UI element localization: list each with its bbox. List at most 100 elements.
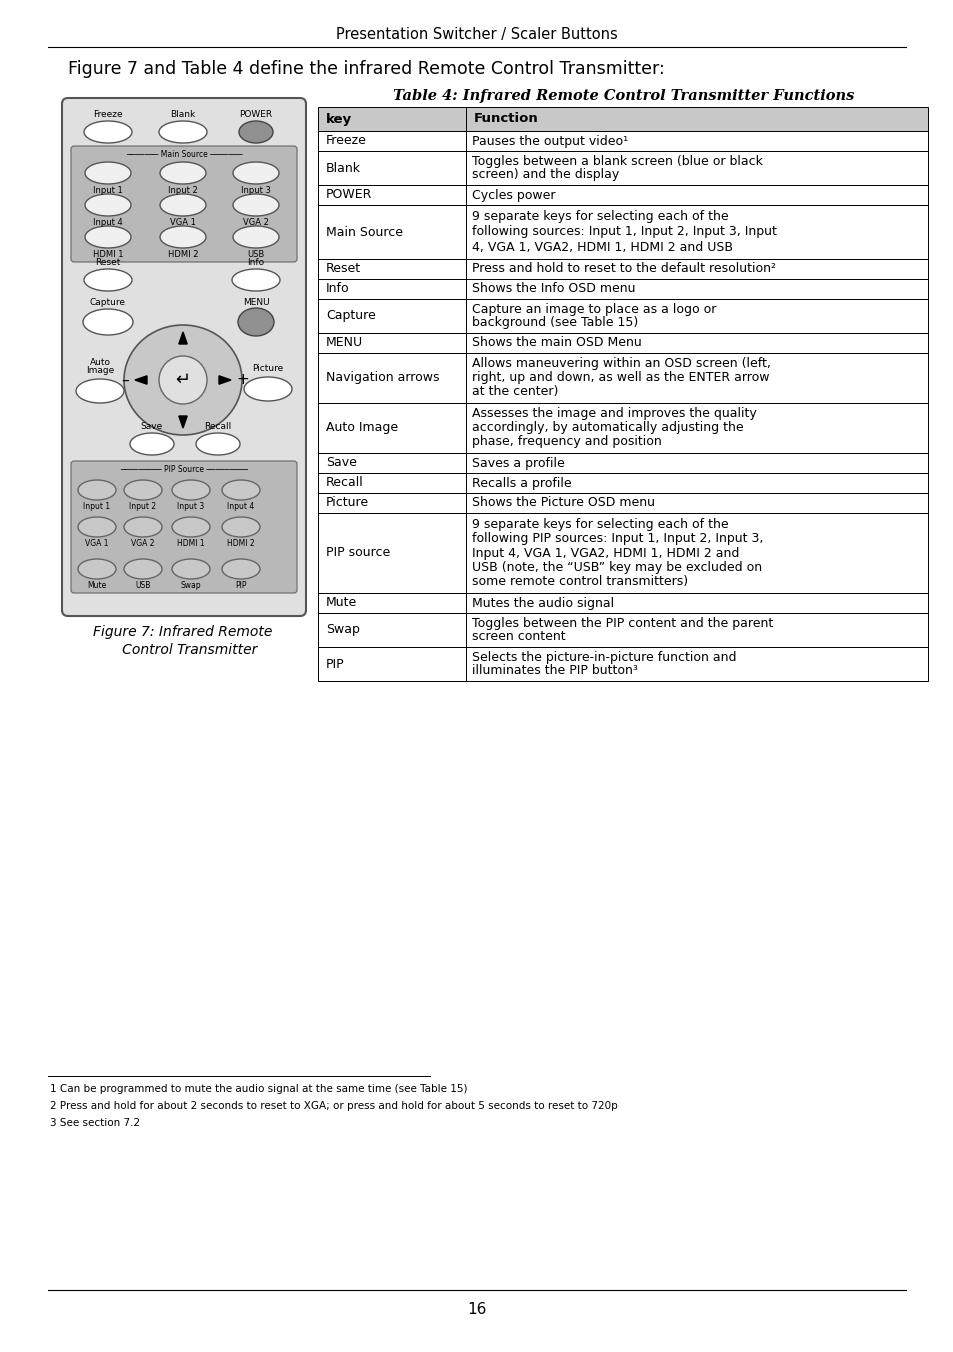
Text: Capture: Capture — [90, 297, 126, 307]
Text: screen) and the display: screen) and the display — [472, 168, 618, 181]
Text: Toggles between a blank screen (blue or black: Toggles between a blank screen (blue or … — [472, 155, 762, 168]
Ellipse shape — [85, 226, 131, 247]
Text: Input 2: Input 2 — [168, 187, 197, 195]
Text: HDMI 2: HDMI 2 — [227, 539, 254, 548]
FancyBboxPatch shape — [71, 461, 296, 594]
Bar — [317, 151, 927, 185]
Text: background (see Table 15): background (see Table 15) — [472, 316, 638, 329]
Text: Swap: Swap — [180, 581, 201, 589]
Text: 2 Press and hold for about 2 seconds to reset to XGA; or press and hold for abou: 2 Press and hold for about 2 seconds to … — [50, 1101, 618, 1111]
Text: Freeze: Freeze — [326, 134, 367, 147]
Polygon shape — [135, 376, 147, 384]
Text: 1 Can be programmed to mute the audio signal at the same time (see Table 15): 1 Can be programmed to mute the audio si… — [50, 1084, 467, 1094]
Text: Save: Save — [141, 422, 163, 431]
Text: Auto: Auto — [90, 358, 111, 366]
Text: Control Transmitter: Control Transmitter — [109, 644, 257, 657]
Ellipse shape — [232, 269, 280, 291]
Text: Blank: Blank — [171, 110, 195, 119]
Bar — [317, 612, 927, 648]
Text: Capture an image to place as a logo or: Capture an image to place as a logo or — [472, 303, 716, 316]
Text: Shows the Picture OSD menu: Shows the Picture OSD menu — [472, 496, 655, 510]
Ellipse shape — [222, 516, 260, 537]
Text: accordingly, by automatically adjusting the: accordingly, by automatically adjusting … — [472, 422, 742, 434]
Ellipse shape — [85, 193, 131, 216]
Bar — [317, 333, 927, 353]
Text: Image: Image — [86, 366, 114, 375]
Text: VGA 1: VGA 1 — [170, 218, 195, 227]
Text: Input 1: Input 1 — [83, 502, 111, 511]
Text: illuminates the PIP button³: illuminates the PIP button³ — [472, 664, 638, 677]
Text: Pauses the output video¹: Pauses the output video¹ — [472, 134, 627, 147]
Text: +: + — [236, 373, 249, 388]
Ellipse shape — [124, 516, 162, 537]
Text: 9 separate keys for selecting each of the: 9 separate keys for selecting each of th… — [472, 518, 728, 531]
Ellipse shape — [124, 558, 162, 579]
Bar — [317, 299, 927, 333]
Text: Figure 7: Infrared Remote: Figure 7: Infrared Remote — [93, 625, 273, 639]
Text: PIP: PIP — [326, 657, 344, 671]
Bar — [317, 131, 927, 151]
Ellipse shape — [172, 480, 210, 500]
Ellipse shape — [124, 324, 242, 435]
Text: Press and hold to reset to the default resolution²: Press and hold to reset to the default r… — [472, 262, 775, 276]
Text: ───────── PIP Source ─────────: ───────── PIP Source ───────── — [120, 465, 248, 475]
Text: Blank: Blank — [326, 161, 360, 174]
Text: –: – — [121, 373, 129, 388]
Bar — [317, 279, 927, 299]
Bar — [317, 206, 927, 260]
Text: Capture: Capture — [326, 310, 375, 323]
Bar — [317, 453, 927, 473]
Bar — [317, 594, 927, 612]
Text: VGA 1: VGA 1 — [85, 539, 109, 548]
Text: Input 2: Input 2 — [130, 502, 156, 511]
Text: Picture: Picture — [326, 496, 369, 510]
Text: Mute: Mute — [326, 596, 356, 610]
Bar — [317, 353, 927, 403]
Text: Recall: Recall — [204, 422, 232, 431]
Text: Main Source: Main Source — [326, 226, 402, 238]
Text: Figure 7 and Table 4 define the infrared Remote Control Transmitter:: Figure 7 and Table 4 define the infrared… — [68, 59, 664, 78]
Bar — [317, 648, 927, 681]
Bar — [317, 107, 927, 131]
Ellipse shape — [85, 162, 131, 184]
Text: Freeze: Freeze — [93, 110, 123, 119]
Ellipse shape — [84, 269, 132, 291]
Text: following sources: Input 1, Input 2, Input 3, Input: following sources: Input 1, Input 2, Inp… — [472, 226, 776, 238]
Text: Save: Save — [326, 457, 356, 469]
Text: VGA 2: VGA 2 — [243, 218, 269, 227]
Text: Info: Info — [326, 283, 349, 296]
Text: Function: Function — [474, 112, 538, 126]
FancyBboxPatch shape — [62, 97, 306, 617]
Bar — [317, 260, 927, 279]
FancyBboxPatch shape — [71, 146, 296, 262]
Text: at the center): at the center) — [472, 385, 558, 399]
Ellipse shape — [160, 226, 206, 247]
Ellipse shape — [195, 433, 240, 456]
Text: Input 4, VGA 1, VGA2, HDMI 1, HDMI 2 and: Input 4, VGA 1, VGA2, HDMI 1, HDMI 2 and — [472, 546, 739, 560]
Text: VGA 2: VGA 2 — [132, 539, 154, 548]
Text: USB: USB — [135, 581, 151, 589]
Text: screen content: screen content — [472, 630, 565, 644]
Text: phase, frequency and position: phase, frequency and position — [472, 435, 661, 449]
Ellipse shape — [233, 226, 278, 247]
Text: Saves a profile: Saves a profile — [472, 457, 564, 469]
Ellipse shape — [124, 480, 162, 500]
Ellipse shape — [78, 516, 116, 537]
Text: Presentation Switcher / Scaler Buttons: Presentation Switcher / Scaler Buttons — [335, 27, 618, 42]
Text: HDMI 1: HDMI 1 — [177, 539, 205, 548]
Text: Allows maneuvering within an OSD screen (left,: Allows maneuvering within an OSD screen … — [472, 357, 770, 370]
Text: POWER: POWER — [239, 110, 273, 119]
Text: Assesses the image and improves the quality: Assesses the image and improves the qual… — [472, 407, 756, 420]
Bar — [317, 493, 927, 512]
Text: USB (note, the “USB” key may be excluded on: USB (note, the “USB” key may be excluded… — [472, 561, 761, 573]
Text: PIP: PIP — [235, 581, 247, 589]
Polygon shape — [178, 416, 187, 429]
Text: POWER: POWER — [326, 188, 372, 201]
Text: key: key — [326, 112, 352, 126]
Text: Mute: Mute — [88, 581, 107, 589]
Polygon shape — [219, 376, 231, 384]
Ellipse shape — [76, 379, 124, 403]
Ellipse shape — [239, 120, 273, 143]
Ellipse shape — [159, 120, 207, 143]
Text: some remote control transmitters): some remote control transmitters) — [472, 576, 687, 588]
